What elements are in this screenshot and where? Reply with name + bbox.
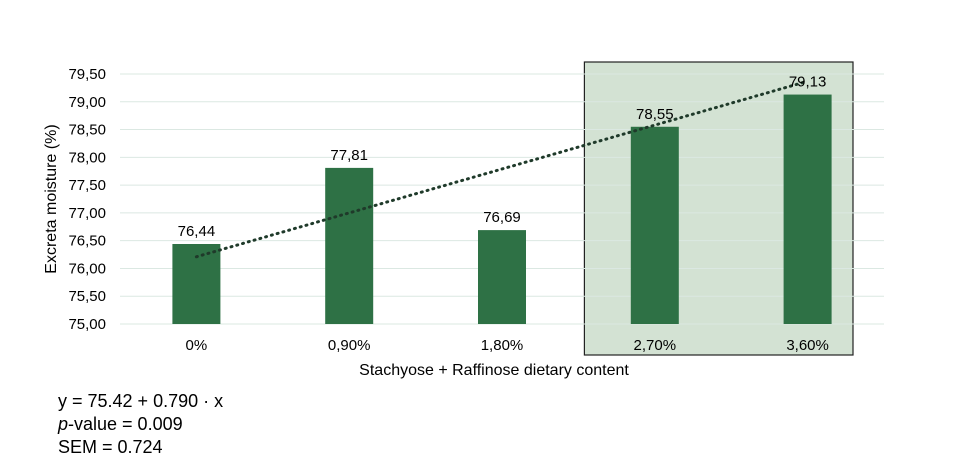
- y-tick-label: 79,00: [68, 94, 106, 111]
- trendline: [194, 79, 810, 259]
- x-tick-label: 2,70%: [634, 337, 677, 354]
- x-axis-title: Stachyose + Raffinose dietary content: [359, 362, 629, 379]
- y-tick-label: 75,50: [68, 288, 106, 305]
- data-label: 79,13: [789, 74, 827, 91]
- x-axis-ticks: 0% 0,90% 1,80% 2,70% 3,60%: [186, 337, 829, 354]
- p-value-symbol: p: [58, 414, 69, 434]
- bar: [630, 126, 679, 325]
- p-value: p-value = 0.009: [58, 413, 223, 436]
- y-tick-label: 78,00: [68, 149, 106, 166]
- y-tick-label: 77,00: [68, 205, 106, 222]
- data-label: 77,81: [330, 147, 368, 164]
- regression-equation: y = 75.42 + 0.790 · x: [58, 391, 224, 411]
- x-tick-label: 1,80%: [481, 337, 524, 354]
- x-tick-label: 0,90%: [328, 337, 371, 354]
- data-labels: 76,44 77,81 76,69 78,55 79,13: [178, 74, 827, 240]
- y-tick-label: 75,00: [68, 316, 106, 333]
- gridlines: [120, 73, 884, 325]
- y-tick-label: 76,00: [68, 260, 106, 277]
- y-axis-ticks: 75,00 75,50 76,00 76,50 77,00 77,50 78,00 78,50…: [68, 66, 106, 333]
- bars: [172, 94, 832, 325]
- stats-block: y = 75.42 + 0.790 · x p-value = 0.009 SE…: [58, 390, 223, 459]
- x-tick-label: 3,60%: [786, 337, 829, 354]
- bar-chart: 75,00 75,50 76,00 76,50 77,00 77,50 78,00 78,50…: [43, 61, 884, 379]
- data-label: 76,44: [178, 223, 216, 240]
- bar: [783, 94, 832, 324]
- sem-value: SEM = 0.724: [58, 437, 163, 457]
- y-tick-label: 76,50: [68, 233, 106, 250]
- x-tick-label: 0%: [186, 337, 208, 354]
- data-label: 78,55: [636, 106, 674, 123]
- y-tick-label: 77,50: [68, 177, 106, 194]
- y-axis-title: Excreta moisture (%): [43, 124, 60, 273]
- y-tick-label: 79,50: [68, 66, 106, 83]
- y-tick-label: 78,50: [68, 122, 106, 139]
- p-value-text: -value = 0.009: [68, 414, 183, 434]
- bar: [325, 167, 374, 324]
- bar: [478, 230, 526, 324]
- data-label: 76,69: [483, 209, 521, 226]
